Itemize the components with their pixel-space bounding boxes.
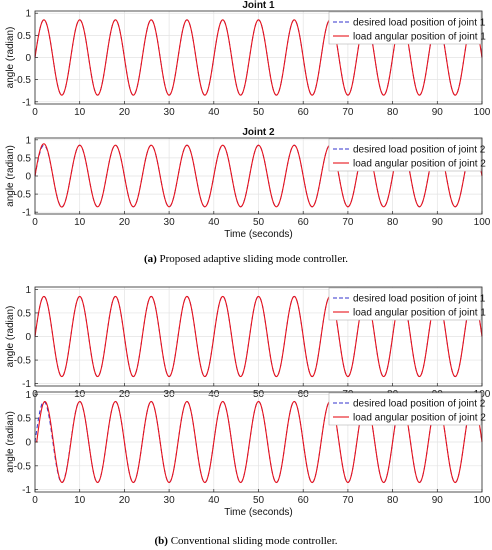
y-tick-label: -0.5 <box>14 461 32 472</box>
legend-label: desired load position of joint 1 <box>353 294 486 305</box>
y-tick-label: 0 <box>25 332 31 343</box>
legend: desired load position of joint 1 load ang… <box>328 287 486 321</box>
x-tick-label: 40 <box>208 495 220 506</box>
x-tick-label: 0 <box>32 217 38 228</box>
legend-label: load angular position of joint 2 <box>353 413 486 424</box>
x-tick-label: 90 <box>432 217 444 228</box>
legend-label: load angular position of joint 1 <box>353 308 486 319</box>
x-tick-label: 40 <box>208 107 220 118</box>
legend: desired load position of joint 1 load ang… <box>328 11 486 45</box>
x-tick-label: 80 <box>387 107 399 118</box>
x-tick-label: 0 <box>32 495 38 506</box>
y-tick-label: 1 <box>25 9 31 20</box>
x-tick-label: 20 <box>119 217 131 228</box>
x-tick-label: 60 <box>298 217 310 228</box>
chart-2: 0 10 20 30 40 50 60 70 80 90 100 -1 -0.5 0 0.5 1 Joint 2… <box>5 127 491 240</box>
y-tick-label: 0 <box>25 53 31 64</box>
x-tick-label: 90 <box>432 495 444 506</box>
caption-a-text: Proposed adaptive sliding mode controlle… <box>159 253 349 265</box>
y-tick-label: 1 <box>25 390 31 401</box>
y-tick-label: -0.5 <box>14 75 32 86</box>
caption-a-tag: (a) <box>143 253 157 265</box>
x-tick-label: 100 <box>474 107 491 118</box>
y-tick-label: 0.5 <box>17 308 31 319</box>
x-tick-label: 70 <box>342 107 354 118</box>
x-tick-label: 100 <box>474 217 491 228</box>
x-tick-label: 10 <box>74 107 86 118</box>
legend-label: desired load position of joint 1 <box>353 18 486 29</box>
x-tick-label: 30 <box>164 107 176 118</box>
x-tick-label: 90 <box>432 107 444 118</box>
x-tick-label: 10 <box>74 495 86 506</box>
legend-label: load angular position of joint 1 <box>353 32 486 43</box>
caption-b-text: Conventional sliding mode controller. <box>170 535 338 547</box>
caption-b: (b) Conventional sliding mode controller… <box>0 535 492 547</box>
y-tick-label: 0.5 <box>17 153 31 164</box>
y-tick-label: 0.5 <box>17 414 31 425</box>
legend-label: load angular position of joint 2 <box>353 159 486 170</box>
x-tick-label: 40 <box>208 217 220 228</box>
caption-b-tag: (b) <box>154 535 168 547</box>
legend: desired load position of joint 2 load ang… <box>328 392 486 426</box>
y-tick-label: 1 <box>25 285 31 296</box>
x-tick-label: 30 <box>164 217 176 228</box>
y-tick-label: -1 <box>22 379 31 390</box>
x-tick-label: 70 <box>342 495 354 506</box>
legend-box <box>328 11 482 45</box>
y-axis-label: angle (radian) <box>5 145 16 207</box>
chart-title: Joint 1 <box>242 0 275 11</box>
chart-4: 0 10 20 30 40 50 60 70 80 90 100 -1 -0.5 0 0.5 1 Time (s… <box>5 390 491 518</box>
y-tick-label: -1 <box>22 208 31 219</box>
x-tick-label: 60 <box>298 495 310 506</box>
x-tick-label: 0 <box>32 107 38 118</box>
legend-box <box>328 138 482 172</box>
legend-box <box>328 287 482 321</box>
legend-label: desired load position of joint 2 <box>353 145 486 156</box>
x-tick-label: 80 <box>387 217 399 228</box>
legend-label: desired load position of joint 2 <box>353 399 486 410</box>
x-axis-label: Time (seconds) <box>224 229 293 240</box>
x-tick-label: 80 <box>387 495 399 506</box>
x-tick-label: 50 <box>253 217 265 228</box>
x-tick-label: 10 <box>74 217 86 228</box>
x-tick-label: 100 <box>474 495 491 506</box>
x-tick-label: 50 <box>253 107 265 118</box>
legend-box <box>328 392 482 426</box>
y-axis-label: angle (radian) <box>5 411 16 473</box>
y-tick-label: 0 <box>25 172 31 183</box>
legend: desired load position of joint 2 load ang… <box>328 138 486 172</box>
y-tick-label: -1 <box>22 485 31 496</box>
x-tick-label: 20 <box>119 495 131 506</box>
caption-a: (a) Proposed adaptive sliding mode contr… <box>0 253 492 265</box>
y-axis-label: angle (radian) <box>5 306 16 368</box>
y-tick-label: -0.5 <box>14 190 32 201</box>
x-tick-label: 50 <box>253 495 265 506</box>
x-tick-label: 70 <box>342 217 354 228</box>
y-tick-label: 0 <box>25 438 31 449</box>
chart-title: Joint 2 <box>242 127 275 138</box>
chart-1: 0 10 20 30 40 50 60 70 80 90 100 -1 -0.5 0 0.5 1 Joint 1… <box>5 0 491 118</box>
x-axis-label: Time (seconds) <box>224 507 293 518</box>
y-tick-label: 1 <box>25 135 31 146</box>
y-axis-label: angle (radian) <box>5 27 16 89</box>
x-tick-label: 20 <box>119 107 131 118</box>
y-tick-label: 0.5 <box>17 31 31 42</box>
x-tick-label: 30 <box>164 495 176 506</box>
y-tick-label: -1 <box>22 97 31 108</box>
x-tick-label: 60 <box>298 107 310 118</box>
y-tick-label: -0.5 <box>14 356 32 367</box>
